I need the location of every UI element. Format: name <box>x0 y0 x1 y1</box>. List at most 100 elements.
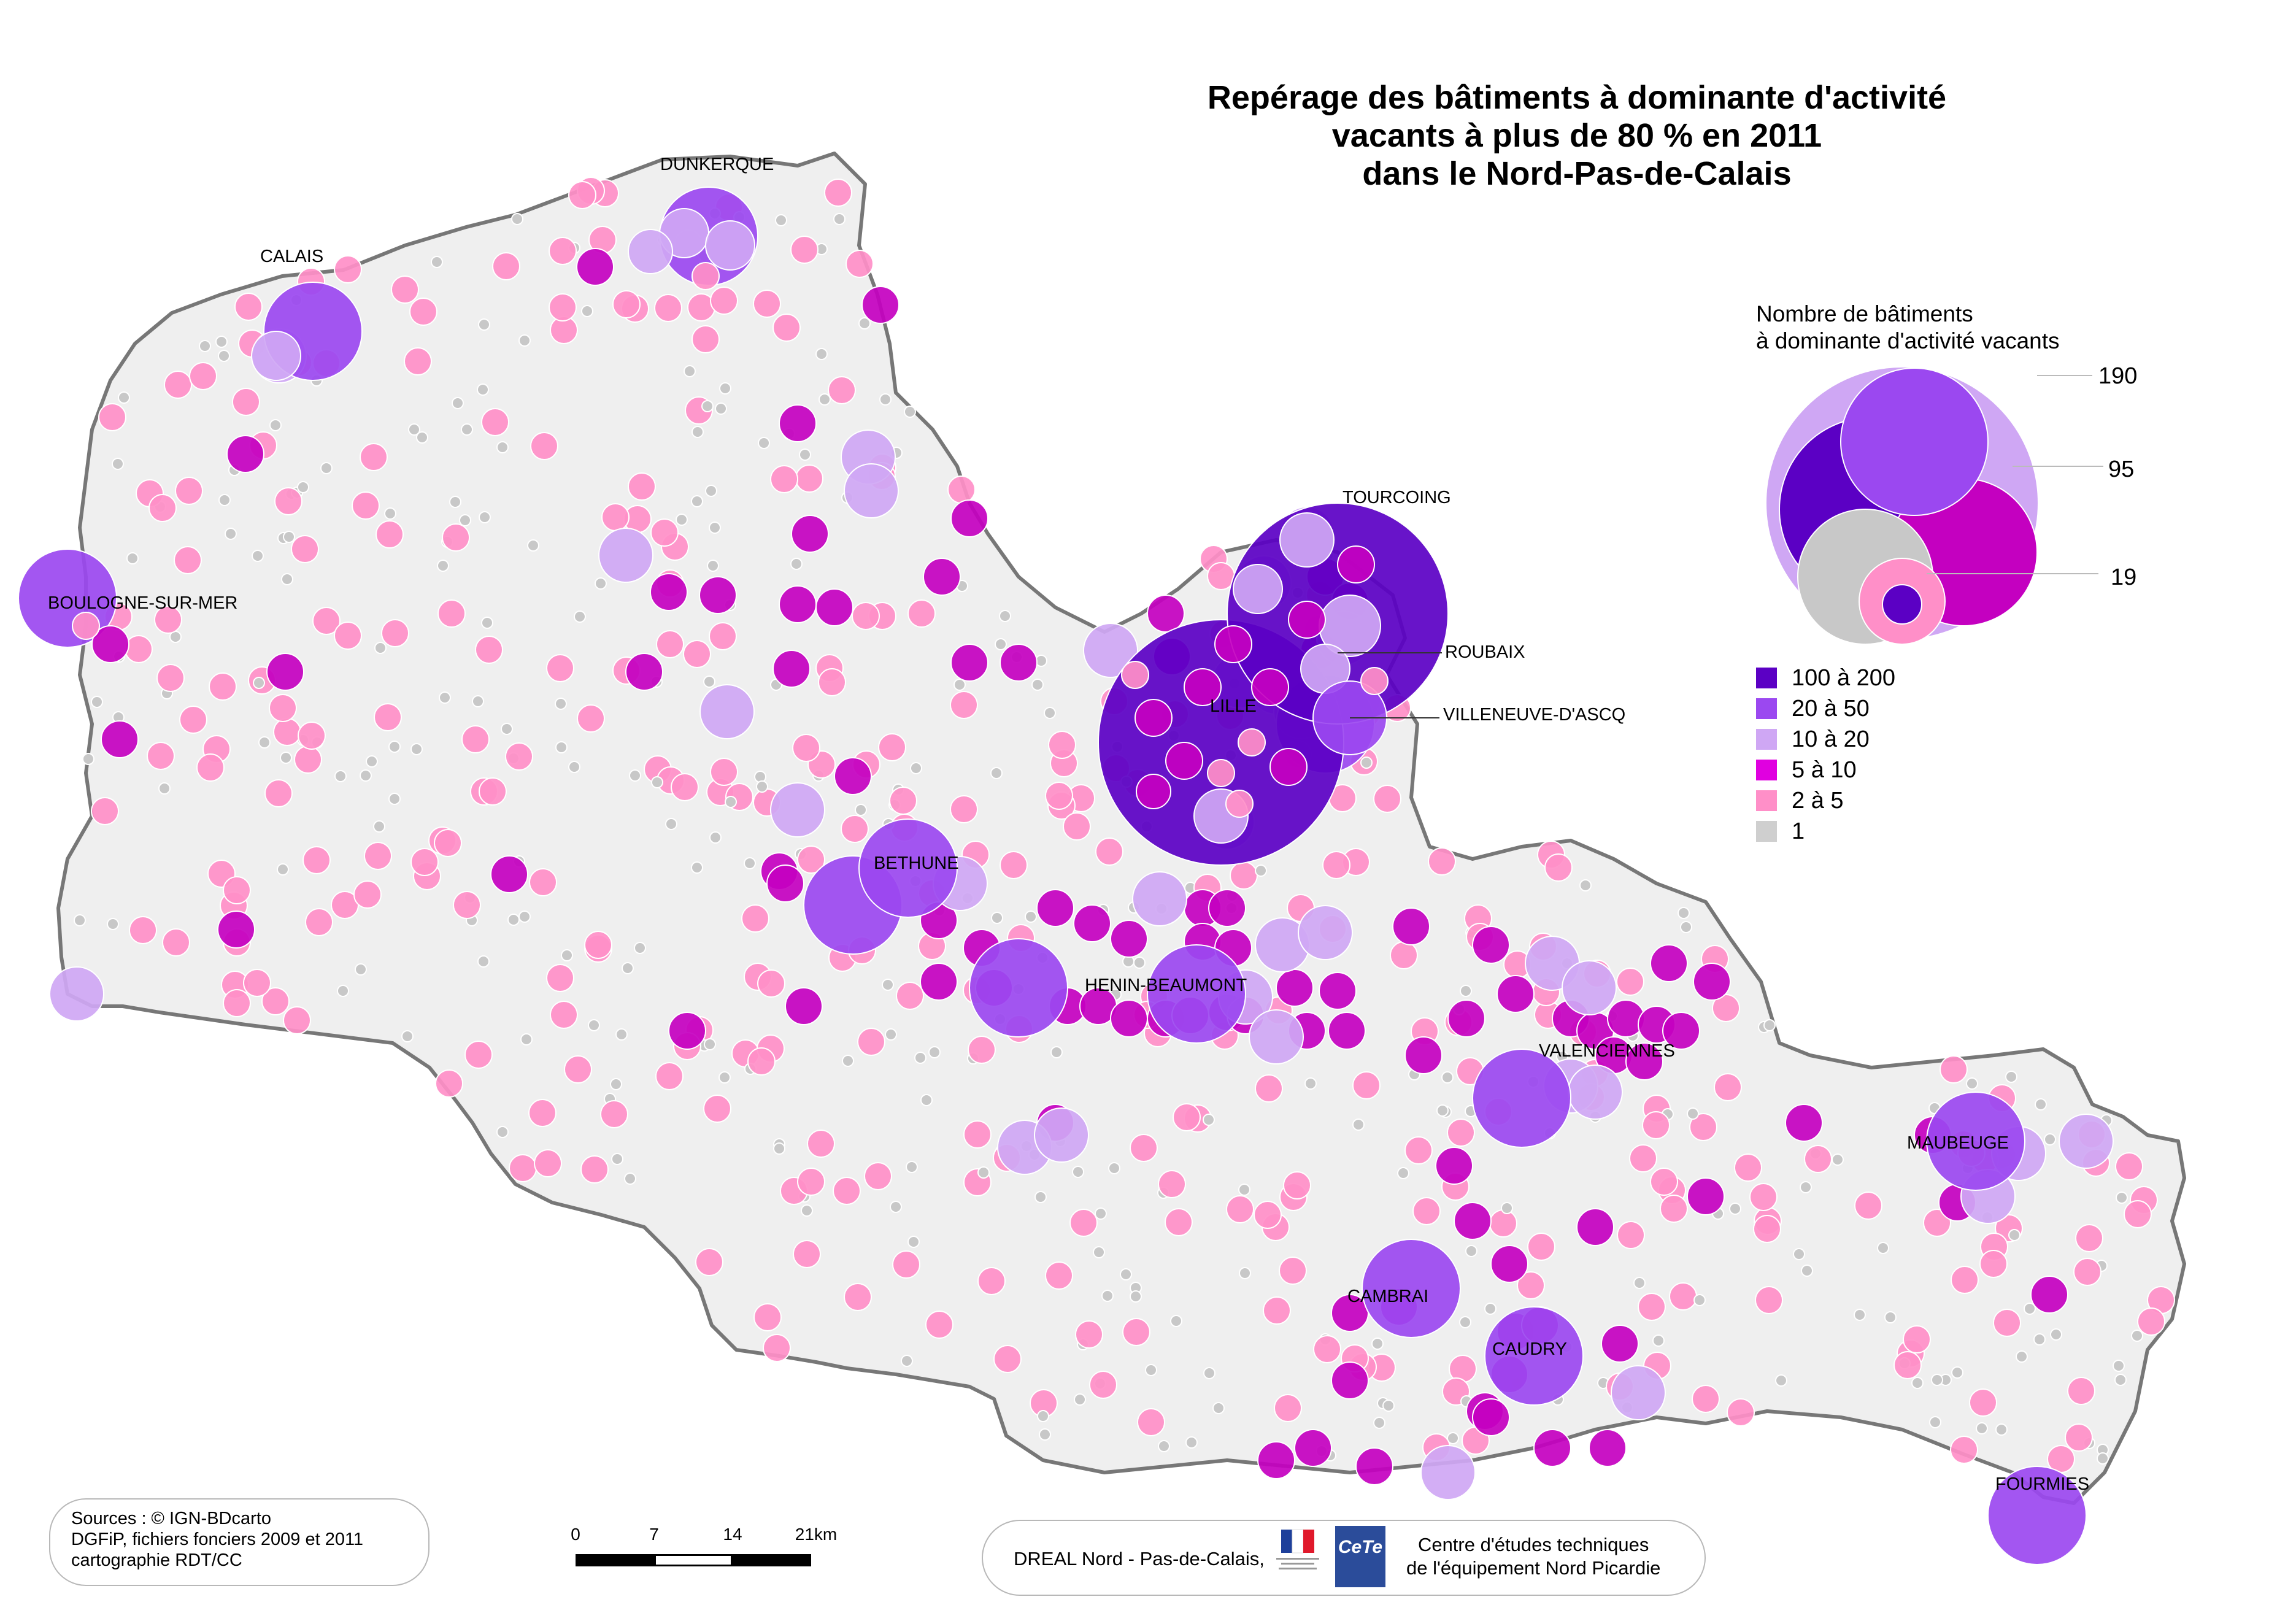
bubble-class-1 <box>527 539 539 552</box>
bubble-class-1 <box>2016 1350 2028 1363</box>
bubble-class-1 <box>283 531 295 543</box>
bubble-class-1 <box>1929 1416 1941 1428</box>
city-label-boulogne: BOULOGNE-SUR-MER <box>48 593 237 613</box>
bubble-class-1 <box>118 391 130 404</box>
bubble-class-1 <box>815 348 828 360</box>
legend-row-5-10: 5 à 10 <box>1756 755 1895 785</box>
bubble-class-1 <box>158 782 171 795</box>
bubble-metropole <box>1288 601 1326 639</box>
bubble-class-2-5 <box>568 181 596 209</box>
bubble-class-1 <box>790 558 803 570</box>
bubble-class-1 <box>581 305 593 317</box>
bubble-class-2-5 <box>852 602 880 630</box>
bubble-class-5-10 <box>1601 1325 1639 1363</box>
legend-swatch-10-20 <box>1756 729 1777 750</box>
bubble-class-5-10 <box>1472 926 1510 964</box>
bubble-class-1 <box>1031 679 1044 691</box>
city-label-villeneuve: VILLENEUVE-D'ASCQ <box>1443 705 1625 725</box>
bubble-class-2-5 <box>264 779 293 807</box>
bubble-class-1 <box>1793 1248 1805 1260</box>
bubble-class-1 <box>1459 1316 1471 1328</box>
bubble-class-2-5 <box>175 477 203 505</box>
bubble-class-1 <box>704 1038 716 1050</box>
city-label-lille: LILLE <box>1210 696 1257 716</box>
legend-size-95: 95 <box>2108 456 2135 482</box>
bubble-class-1 <box>477 383 489 396</box>
bubble-class-1 <box>1093 1246 1105 1258</box>
bubble-class-5-10 <box>766 864 804 903</box>
sources-line-1: Sources : © IGN-BDcarto <box>71 1509 271 1528</box>
bubble-class-2-5 <box>695 1248 723 1276</box>
bubble-class-1 <box>1579 879 1592 891</box>
scale-bar: 0 7 14 21km <box>571 1525 838 1574</box>
bubble-class-2-5 <box>434 829 462 857</box>
bubble-class-2-5 <box>747 1047 776 1076</box>
bubble-class-1 <box>1678 907 1690 919</box>
bubble-class-2-5 <box>655 1062 684 1090</box>
bubble-class-5-10 <box>834 757 872 795</box>
bubble-class-2-5 <box>223 989 251 1017</box>
bubble-class-2-5 <box>179 706 207 734</box>
bubble-class-1 <box>588 1019 600 1031</box>
bubble-class-1 <box>373 820 385 833</box>
bubble-class-2-5 <box>1130 1134 1158 1162</box>
cete-text: Centre d'études techniques de l'équipeme… <box>1406 1533 1660 1580</box>
legend-label-1: 1 <box>1792 818 1805 844</box>
bubble-class-1 <box>478 318 490 331</box>
bubble-class-2-5 <box>243 969 271 997</box>
bubble-port-city <box>628 229 673 274</box>
bubble-class-2-5 <box>305 908 333 936</box>
bubble-class-1 <box>1255 864 1267 877</box>
bubble-class-5-10 <box>861 286 900 324</box>
scale-tick-21km: 21km <box>795 1525 838 1544</box>
bubble-class-2-5 <box>1412 1197 1441 1225</box>
bubble-class-1 <box>1729 1203 1741 1215</box>
sources-line-2: DGFiP, fichiers fonciers 2009 et 2011 <box>71 1530 364 1549</box>
bubble-class-2-5 <box>549 237 577 265</box>
bubble-class-2-5 <box>654 294 682 322</box>
bubble-class-1 <box>252 550 264 562</box>
bubble-class-2-5 <box>546 964 574 992</box>
bubble-class-2-5 <box>1753 1215 1781 1243</box>
bubble-class-1 <box>1025 911 1037 923</box>
bubble-class-2-5 <box>2137 1307 2165 1336</box>
bubble-class-1 <box>1884 1311 1897 1323</box>
city-label-cambrai: CAMBRAI <box>1347 1287 1428 1306</box>
bubble-class-1 <box>258 736 271 749</box>
bubble-class-2-5 <box>353 880 382 909</box>
bubble-class-2-5 <box>1893 1351 1922 1379</box>
bubble-class-2-5 <box>797 1168 825 1196</box>
bubble-class-5-10 <box>1533 1429 1571 1467</box>
bubble-class-1 <box>2131 1330 2143 1342</box>
bubble-class-2-5 <box>797 845 825 874</box>
bubble-class-2-5 <box>907 599 936 628</box>
city-label-maubeuge: MAUBEUGE <box>1907 1133 2009 1153</box>
legend-title-line-1: Nombre de bâtiments <box>1756 301 1973 326</box>
bubble-metropole <box>1121 661 1149 689</box>
bubble-class-1 <box>1460 985 1472 997</box>
bubble-class-2-5 <box>1447 1119 1475 1147</box>
bubble-class-1 <box>1966 1077 1978 1090</box>
bubble-class-5-10 <box>699 576 737 614</box>
bubble-class-1 <box>112 458 124 470</box>
bubble-class-1 <box>2044 1133 2056 1145</box>
bubble-class-20-50 <box>858 818 958 918</box>
bubble-class-1 <box>624 1172 636 1185</box>
bubble-class-2-5 <box>475 636 503 664</box>
bubble-class-5-10 <box>226 435 264 473</box>
bubble-class-1 <box>1352 1119 1365 1131</box>
bubble-class-1 <box>756 780 768 793</box>
bubble-class-1 <box>885 1028 897 1041</box>
bubble-class-1 <box>2097 1452 2109 1465</box>
scale-segment-1 <box>576 1554 654 1566</box>
bubble-class-1 <box>2114 1374 2127 1386</box>
bubble-class-1 <box>360 769 372 782</box>
bubble-class-1 <box>1095 1207 1107 1220</box>
bubble-class-5-10 <box>1662 1012 1700 1050</box>
legend-swatch-20-50 <box>1756 698 1777 719</box>
bubble-class-1 <box>568 761 580 773</box>
bubble-class-2-5 <box>453 891 481 919</box>
bubble-class-2-5 <box>1950 1436 1978 1464</box>
bubble-class-2-5 <box>628 472 656 501</box>
bubble-class-1 <box>2116 1192 2128 1204</box>
